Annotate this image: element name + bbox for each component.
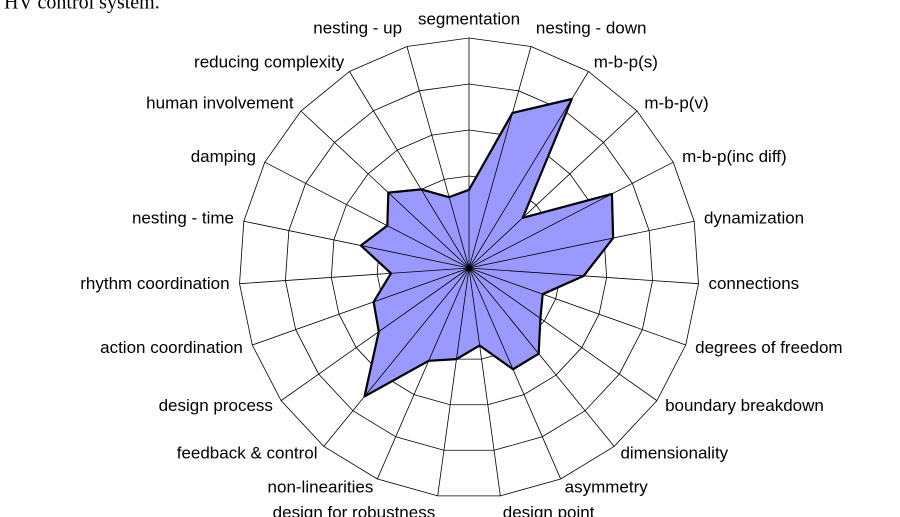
axis-label: nesting - down	[536, 19, 647, 38]
axis-label: dimensionality	[620, 444, 728, 463]
axis-label: design for robustness	[273, 503, 436, 517]
axis-label: segmentation	[418, 9, 520, 28]
spoke	[468, 267, 658, 401]
spoke	[468, 267, 615, 447]
spoke	[243, 220, 470, 269]
spoke	[349, 71, 470, 269]
axis-label: asymmetry	[565, 478, 649, 497]
axis-label: dynamization	[704, 209, 804, 228]
axis-label: non-linearities	[268, 478, 374, 497]
spoke	[239, 267, 470, 285]
grid-ring	[285, 83, 653, 451]
spoke	[468, 220, 695, 269]
spoke	[468, 161, 674, 269]
axis-label: m-b-p(v)	[644, 94, 708, 113]
spoke	[468, 267, 561, 480]
caption: HV control system.	[4, 0, 160, 14]
spoke	[468, 267, 699, 285]
spoke	[406, 46, 470, 269]
grid-ring	[239, 37, 699, 497]
axis-label: connections	[708, 274, 799, 293]
spoke	[300, 110, 470, 269]
axis-label: design process	[159, 396, 273, 415]
data-area	[359, 97, 615, 398]
axis-label: reducing complexity	[194, 52, 345, 71]
spoke	[252, 267, 470, 346]
axis-label: rhythm coordination	[80, 274, 229, 293]
axis-label: design point	[503, 503, 595, 517]
spoke	[468, 46, 532, 269]
spoke	[468, 267, 501, 496]
axis-label: m-b-p(inc diff)	[682, 147, 787, 166]
axis-label: m-b-p(s)	[594, 52, 658, 71]
axis-label: feedback & control	[177, 444, 318, 463]
spoke	[468, 110, 638, 269]
spoke	[468, 71, 589, 269]
spoke	[377, 267, 470, 480]
spoke	[280, 267, 470, 401]
spoke	[323, 267, 470, 447]
spoke	[437, 267, 470, 496]
axis-label: degrees of freedom	[695, 338, 842, 357]
axis-label: nesting - time	[132, 209, 234, 228]
axis-label: boundary breakdown	[665, 396, 824, 415]
axis-label: damping	[191, 147, 256, 166]
axis-label: nesting - up	[313, 19, 402, 38]
spoke	[468, 267, 686, 346]
spoke	[264, 161, 470, 269]
axis-label: action coordination	[100, 338, 243, 357]
axis-label: human involvement	[146, 94, 294, 113]
